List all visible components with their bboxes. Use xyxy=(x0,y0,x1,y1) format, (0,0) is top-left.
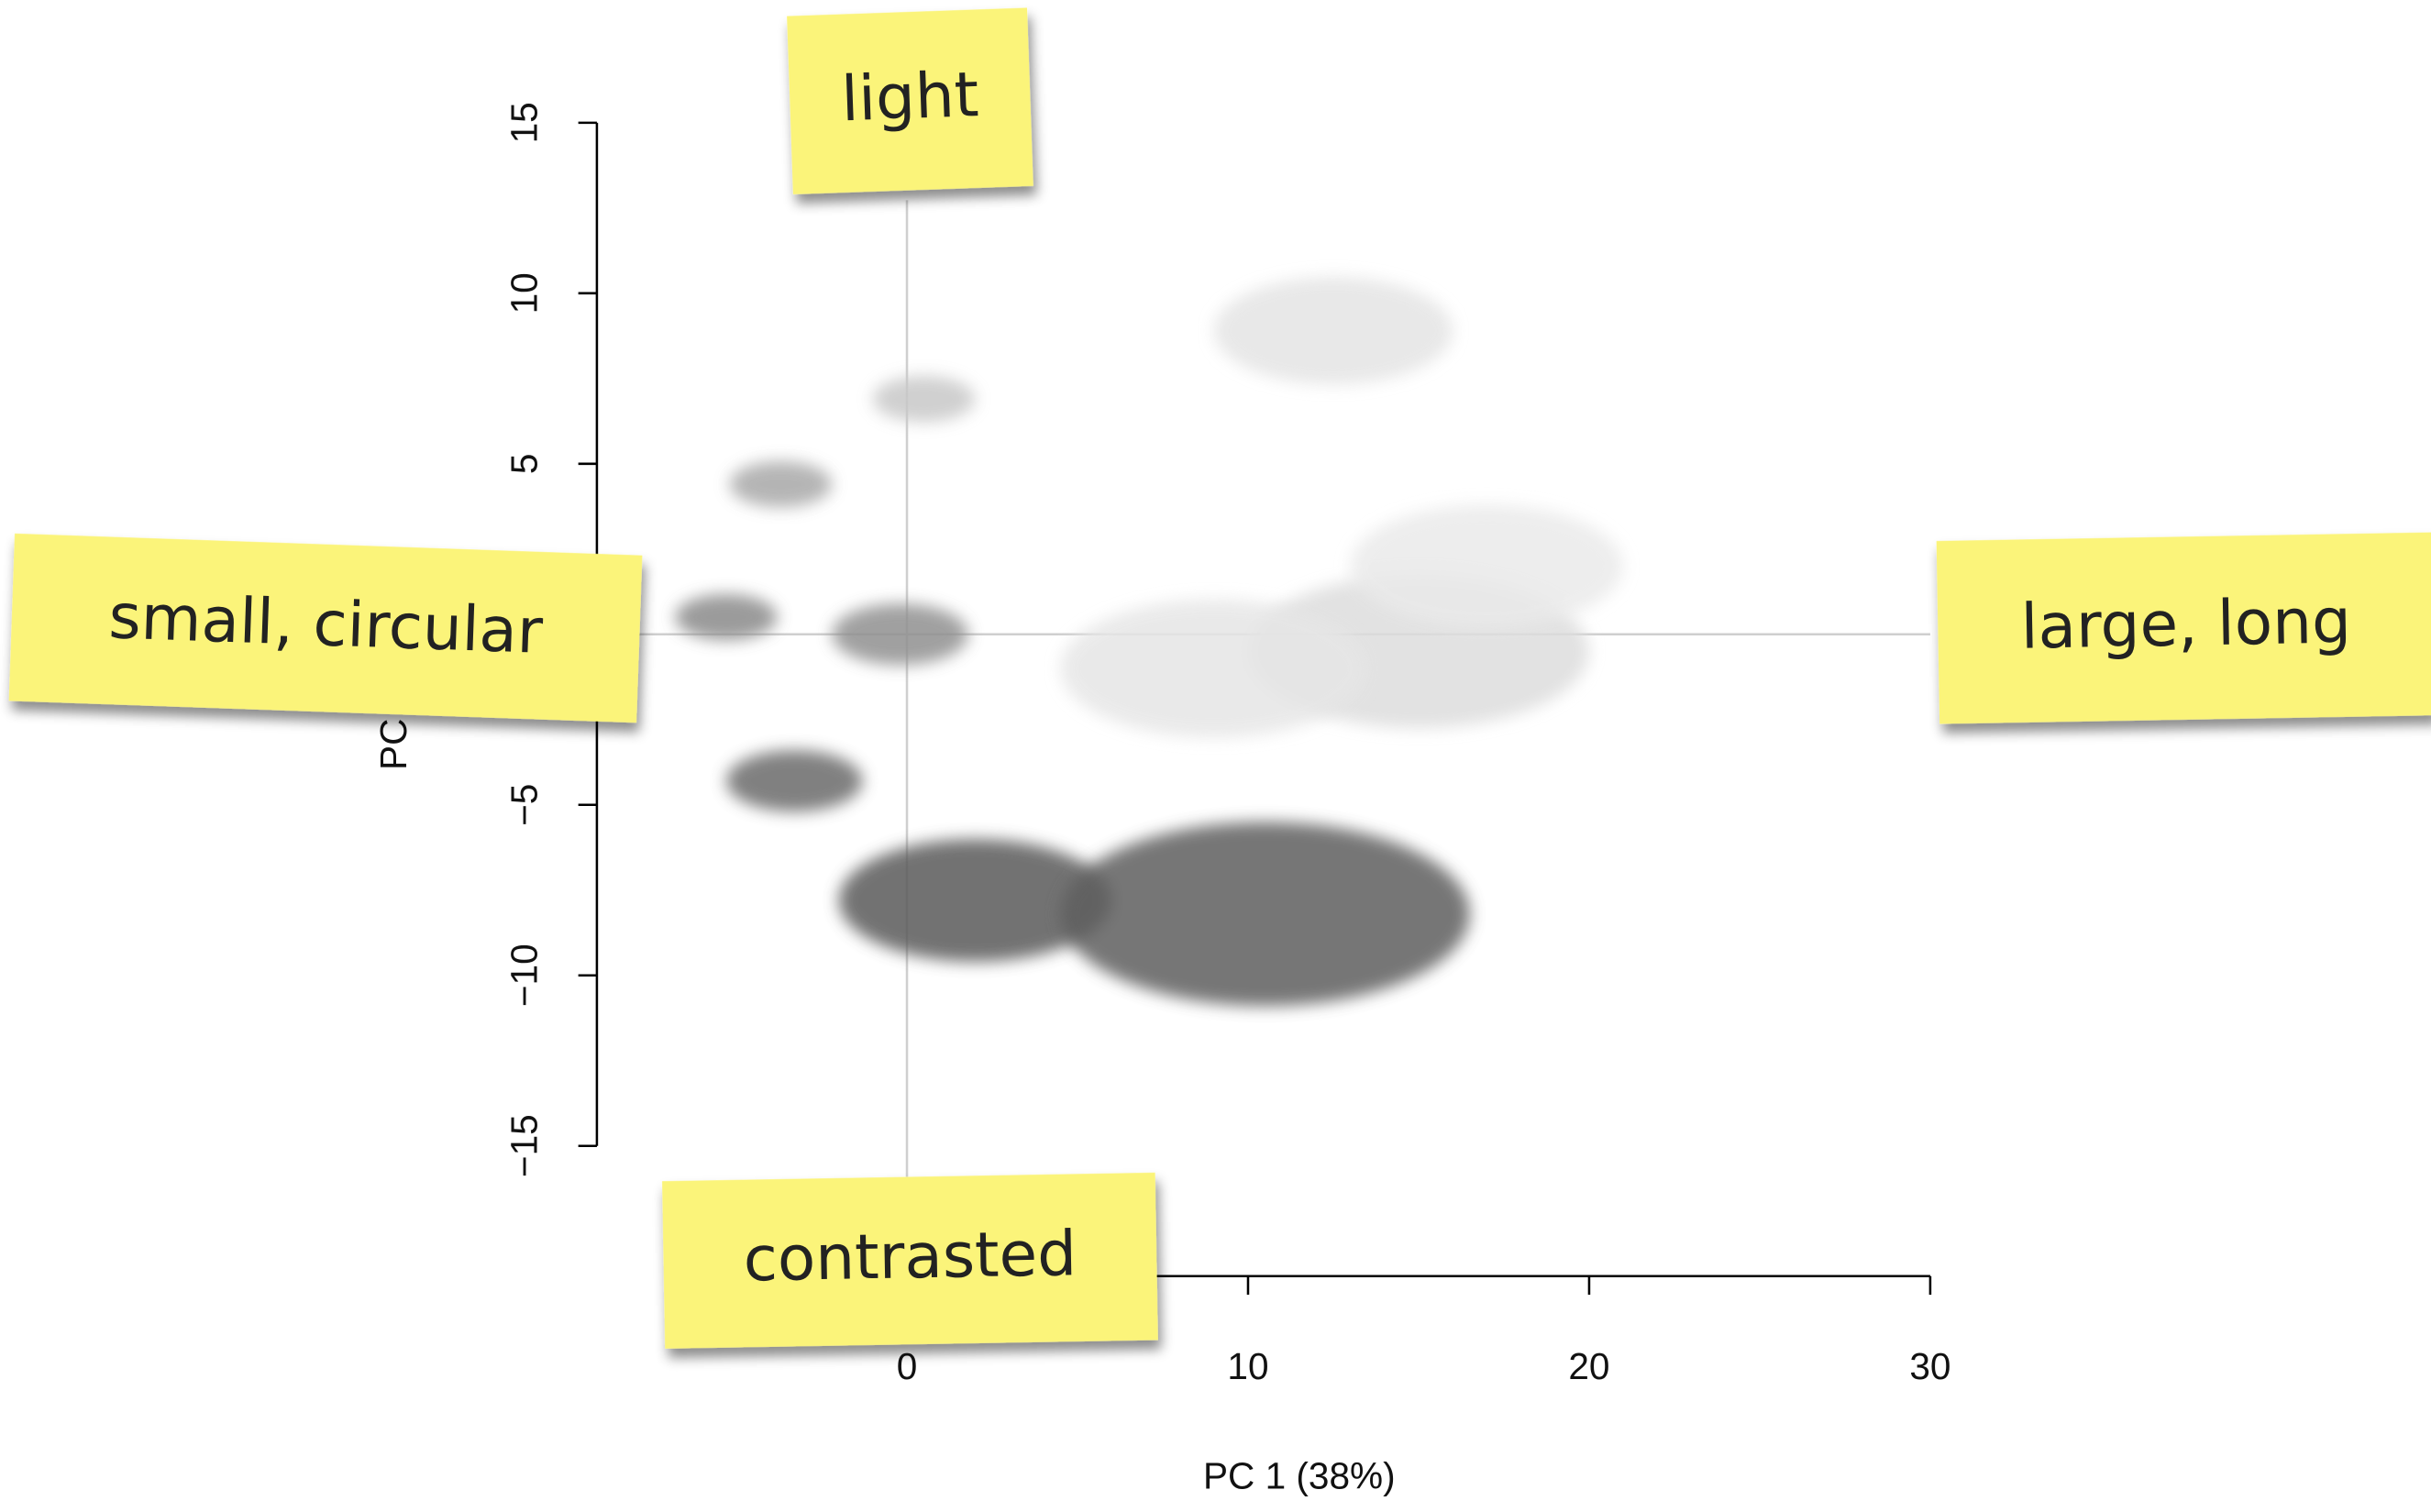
image-cluster xyxy=(832,603,968,666)
y-tick-label: −15 xyxy=(503,1114,546,1177)
note-text: contrasted xyxy=(743,1217,1077,1295)
x-axis-label: PC 1 (38%) xyxy=(1203,1454,1396,1496)
y-tick-label: 15 xyxy=(503,102,546,143)
y-tick-label: 5 xyxy=(503,454,546,475)
sticky-note: small, circular xyxy=(8,533,643,723)
image-cluster xyxy=(872,376,976,423)
image-cluster xyxy=(1213,277,1453,385)
x-tick-label: 0 xyxy=(897,1345,918,1387)
image-cluster xyxy=(838,838,1112,962)
note-paper xyxy=(1936,532,2431,724)
sticky-note: light xyxy=(787,7,1033,194)
image-cluster xyxy=(729,461,833,508)
note-paper xyxy=(8,533,643,723)
sticky-note: contrasted xyxy=(662,1172,1158,1349)
y-tick-label: 10 xyxy=(503,272,546,314)
note-paper xyxy=(662,1172,1158,1349)
plot-area: −15−10−50510150102030 xyxy=(503,102,1951,1387)
x-tick-label: 20 xyxy=(1568,1345,1609,1387)
image-cluster xyxy=(725,750,863,812)
image-cluster xyxy=(675,594,778,641)
x-tick-label: 10 xyxy=(1227,1345,1268,1387)
image-cluster xyxy=(1060,822,1470,1007)
sticky-note: large, long xyxy=(1936,532,2431,724)
image-cluster xyxy=(1350,504,1624,628)
note-text: large, long xyxy=(2020,584,2352,662)
note-paper xyxy=(787,7,1033,194)
image-cluster xyxy=(1060,599,1368,738)
x-tick-label: 30 xyxy=(1909,1345,1950,1387)
y-tick-label: −10 xyxy=(503,944,546,1007)
sticky-notes: light small, circular large, long contraste… xyxy=(8,7,2431,1349)
y-tick-label: −5 xyxy=(503,784,546,826)
y-axis-label: PC xyxy=(372,719,414,770)
note-text: light xyxy=(840,58,980,135)
note-text: small, circular xyxy=(107,579,544,667)
